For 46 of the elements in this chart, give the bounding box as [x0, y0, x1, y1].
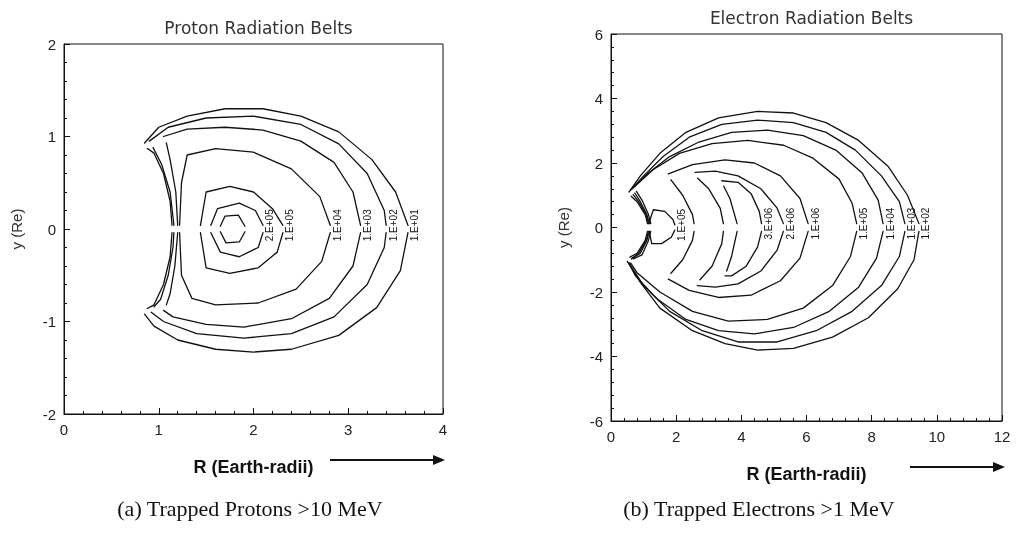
y-tick-label: 0	[594, 219, 603, 236]
text: 1.E+04	[884, 207, 896, 240]
text: 1.E+01	[409, 208, 421, 242]
x-tick-label: 2	[671, 428, 681, 445]
text: 1.E+05	[284, 208, 296, 242]
x-tick-label: 12	[993, 428, 1011, 445]
y-tick-label: -2	[42, 405, 56, 423]
text: 1.E+04	[331, 208, 343, 242]
x-tick-label: 3	[344, 421, 353, 438]
text: 1.E+02	[920, 207, 932, 240]
x-tick-label: 4	[737, 428, 746, 445]
x-tick-label: 4	[438, 421, 448, 438]
x-tick-label: 0	[59, 421, 69, 438]
text: 1.E+06	[809, 207, 821, 240]
text: 1.E+03	[362, 208, 374, 242]
x-tick-label: 10	[928, 428, 946, 445]
text: (a) Trapped Protons >10 MeV	[116, 496, 384, 522]
text: 3.E+06	[763, 207, 775, 240]
text: 1.E+05	[858, 207, 870, 240]
x-axis-title: R (Earth-radii)	[746, 464, 867, 484]
x-axis-title: R (Earth-radii)	[193, 457, 314, 477]
chart-title: Proton Radiation Belts	[164, 17, 353, 38]
y-tick-label: -6	[589, 412, 603, 430]
y-tick-label: 1	[47, 128, 56, 145]
x-tick-label: 8	[867, 428, 876, 445]
x-tick-label: 6	[802, 428, 811, 445]
y-tick-label: 0	[47, 220, 56, 238]
y-tick-label: 2	[594, 154, 603, 172]
y-axis-title: y (Re)	[8, 208, 25, 250]
text: 1.E+05	[676, 208, 688, 241]
text: 2.E+06	[784, 207, 796, 240]
y-tick-label: 4	[594, 90, 603, 107]
y-tick-label: -1	[42, 313, 56, 330]
text: 1.E+03	[906, 207, 918, 240]
y-tick-label: 2	[47, 35, 56, 53]
x-tick-label: 2	[249, 421, 258, 438]
x-tick-label: 1	[154, 421, 163, 438]
y-tick-label: 6	[594, 25, 603, 43]
chart-title: Electron Radiation Belts	[709, 7, 914, 28]
y-tick-label: -4	[589, 348, 603, 365]
text: (b) Trapped Electrons >1 MeV	[622, 496, 896, 522]
x-tick-label: 0	[606, 428, 616, 445]
text: 2.E+05	[264, 208, 276, 242]
text: 1.E+02	[387, 208, 399, 242]
y-axis-title: y (Re)	[555, 207, 572, 248]
y-tick-label: -2	[589, 283, 603, 301]
